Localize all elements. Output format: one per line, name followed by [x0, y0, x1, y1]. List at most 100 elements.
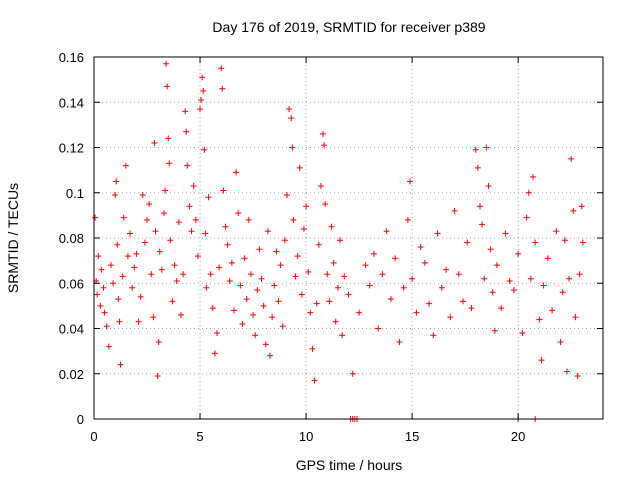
data-point: [203, 284, 210, 291]
y-axis-title: SRMTID / TECUs: [5, 183, 21, 293]
data-point: [218, 65, 225, 72]
data-point: [250, 311, 257, 318]
data-point: [199, 74, 206, 81]
data-point: [100, 284, 107, 291]
points-layer: [92, 60, 586, 422]
data-point: [151, 139, 158, 146]
data-point: [113, 178, 120, 185]
data-point: [173, 277, 180, 284]
data-point: [464, 239, 471, 246]
data-point: [483, 144, 490, 151]
data-point: [413, 309, 420, 316]
data-point: [155, 339, 162, 346]
data-point: [235, 210, 242, 217]
data-point: [97, 302, 104, 309]
data-point: [294, 253, 301, 260]
data-point: [141, 239, 148, 246]
data-point: [224, 241, 231, 248]
data-point: [154, 373, 161, 380]
data-point: [430, 332, 437, 339]
data-point: [328, 223, 335, 230]
data-point: [559, 289, 566, 296]
data-point: [337, 237, 344, 244]
data-point: [404, 216, 411, 223]
data-point: [107, 262, 114, 269]
x-tick-label: 10: [299, 429, 313, 444]
data-point: [540, 282, 547, 289]
data-point: [165, 135, 172, 142]
data-point: [563, 368, 570, 375]
data-point: [92, 214, 99, 221]
data-point: [326, 298, 333, 305]
data-point: [532, 239, 539, 246]
data-point: [313, 300, 320, 307]
data-point: [186, 203, 193, 210]
data-point: [158, 266, 165, 273]
data-point: [188, 228, 195, 235]
data-point: [379, 271, 386, 278]
data-point: [190, 182, 197, 189]
data-point: [133, 250, 140, 257]
y-tick-label: 0.04: [59, 322, 84, 337]
data-point: [570, 207, 577, 214]
data-point: [568, 155, 575, 162]
data-point: [341, 273, 348, 280]
data-point: [269, 314, 276, 321]
data-point: [523, 214, 530, 221]
data-point: [345, 291, 352, 298]
data-point: [443, 266, 450, 273]
data-point: [198, 96, 205, 103]
data-point: [455, 271, 462, 278]
data-point: [119, 273, 126, 280]
data-point: [320, 130, 327, 137]
data-point: [530, 173, 537, 180]
x-tick-label: 20: [511, 429, 525, 444]
data-point: [498, 305, 505, 312]
data-point: [303, 203, 310, 210]
data-point: [476, 203, 483, 210]
data-point: [362, 262, 369, 269]
x-axis-title: GPS time / hours: [296, 457, 403, 473]
y-tick-label: 0.02: [59, 367, 84, 382]
data-point: [245, 216, 252, 223]
data-point: [288, 115, 295, 122]
data-point: [116, 318, 123, 325]
data-point: [292, 273, 299, 280]
y-tick-label: 0.12: [59, 141, 84, 156]
data-point: [317, 182, 324, 189]
data-point: [202, 230, 209, 237]
data-point: [230, 307, 237, 314]
y-tick-label: 0.08: [59, 231, 84, 246]
data-point: [309, 345, 316, 352]
data-point: [150, 314, 157, 321]
data-point: [252, 332, 259, 339]
data-point: [487, 246, 494, 253]
data-point: [479, 221, 486, 228]
data-point: [322, 201, 329, 208]
data-point: [451, 207, 458, 214]
data-point: [572, 314, 579, 321]
data-point: [120, 214, 127, 221]
data-point: [103, 323, 110, 330]
data-point: [115, 296, 122, 303]
data-point: [438, 284, 445, 291]
data-point: [506, 277, 513, 284]
data-point: [561, 237, 568, 244]
data-point: [271, 282, 278, 289]
data-point: [574, 373, 581, 380]
data-point: [226, 277, 233, 284]
data-point: [194, 253, 201, 260]
data-point: [538, 357, 545, 364]
data-point: [262, 341, 269, 348]
data-point: [228, 259, 235, 266]
data-point: [375, 325, 382, 332]
data-point: [578, 203, 585, 210]
data-point: [447, 314, 454, 321]
y-tick-label: 0.1: [66, 186, 84, 201]
data-point: [370, 250, 377, 257]
data-point: [201, 146, 208, 153]
data-point: [216, 264, 223, 271]
data-point: [481, 275, 488, 282]
data-point: [383, 228, 390, 235]
